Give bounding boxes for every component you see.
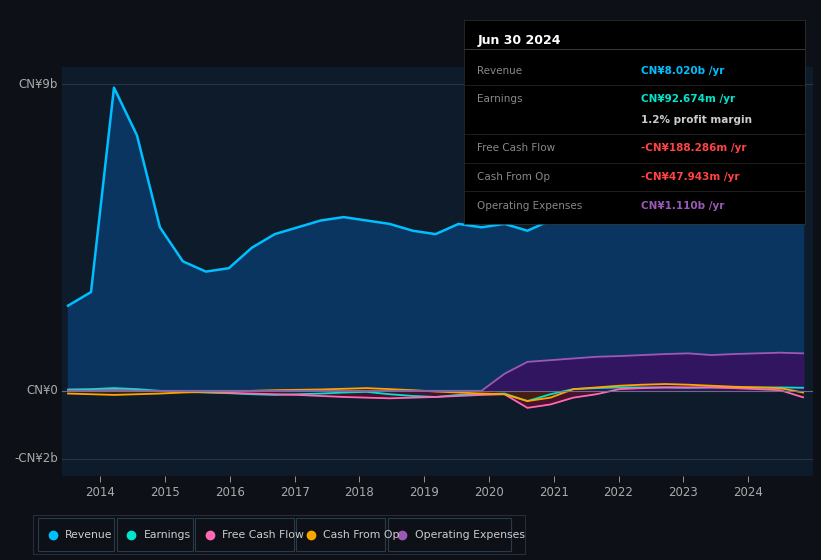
Text: Earnings: Earnings	[144, 530, 190, 540]
Text: CN¥9b: CN¥9b	[18, 78, 57, 91]
Text: Cash From Op: Cash From Op	[323, 530, 400, 540]
Bar	[195, 519, 294, 551]
Text: Cash From Op: Cash From Op	[478, 172, 551, 182]
Text: CN¥8.020b /yr: CN¥8.020b /yr	[641, 66, 724, 76]
Text: -CN¥2b: -CN¥2b	[14, 452, 57, 465]
Text: Operating Expenses: Operating Expenses	[478, 200, 583, 211]
Text: -CN¥188.286m /yr: -CN¥188.286m /yr	[641, 143, 746, 153]
Bar	[117, 519, 193, 551]
Text: Free Cash Flow: Free Cash Flow	[478, 143, 556, 153]
Text: Jun 30 2024: Jun 30 2024	[478, 34, 561, 47]
Bar	[38, 519, 114, 551]
Text: Revenue: Revenue	[65, 530, 112, 540]
Text: Free Cash Flow: Free Cash Flow	[222, 530, 305, 540]
Text: -CN¥47.943m /yr: -CN¥47.943m /yr	[641, 172, 740, 182]
Text: Earnings: Earnings	[478, 94, 523, 104]
Text: CN¥1.110b /yr: CN¥1.110b /yr	[641, 200, 724, 211]
Text: CN¥92.674m /yr: CN¥92.674m /yr	[641, 94, 735, 104]
Text: Operating Expenses: Operating Expenses	[415, 530, 525, 540]
Text: Revenue: Revenue	[478, 66, 523, 76]
Bar	[296, 519, 385, 551]
Text: 1.2% profit margin: 1.2% profit margin	[641, 115, 752, 125]
Text: CN¥0: CN¥0	[26, 384, 57, 398]
Bar	[388, 519, 511, 551]
